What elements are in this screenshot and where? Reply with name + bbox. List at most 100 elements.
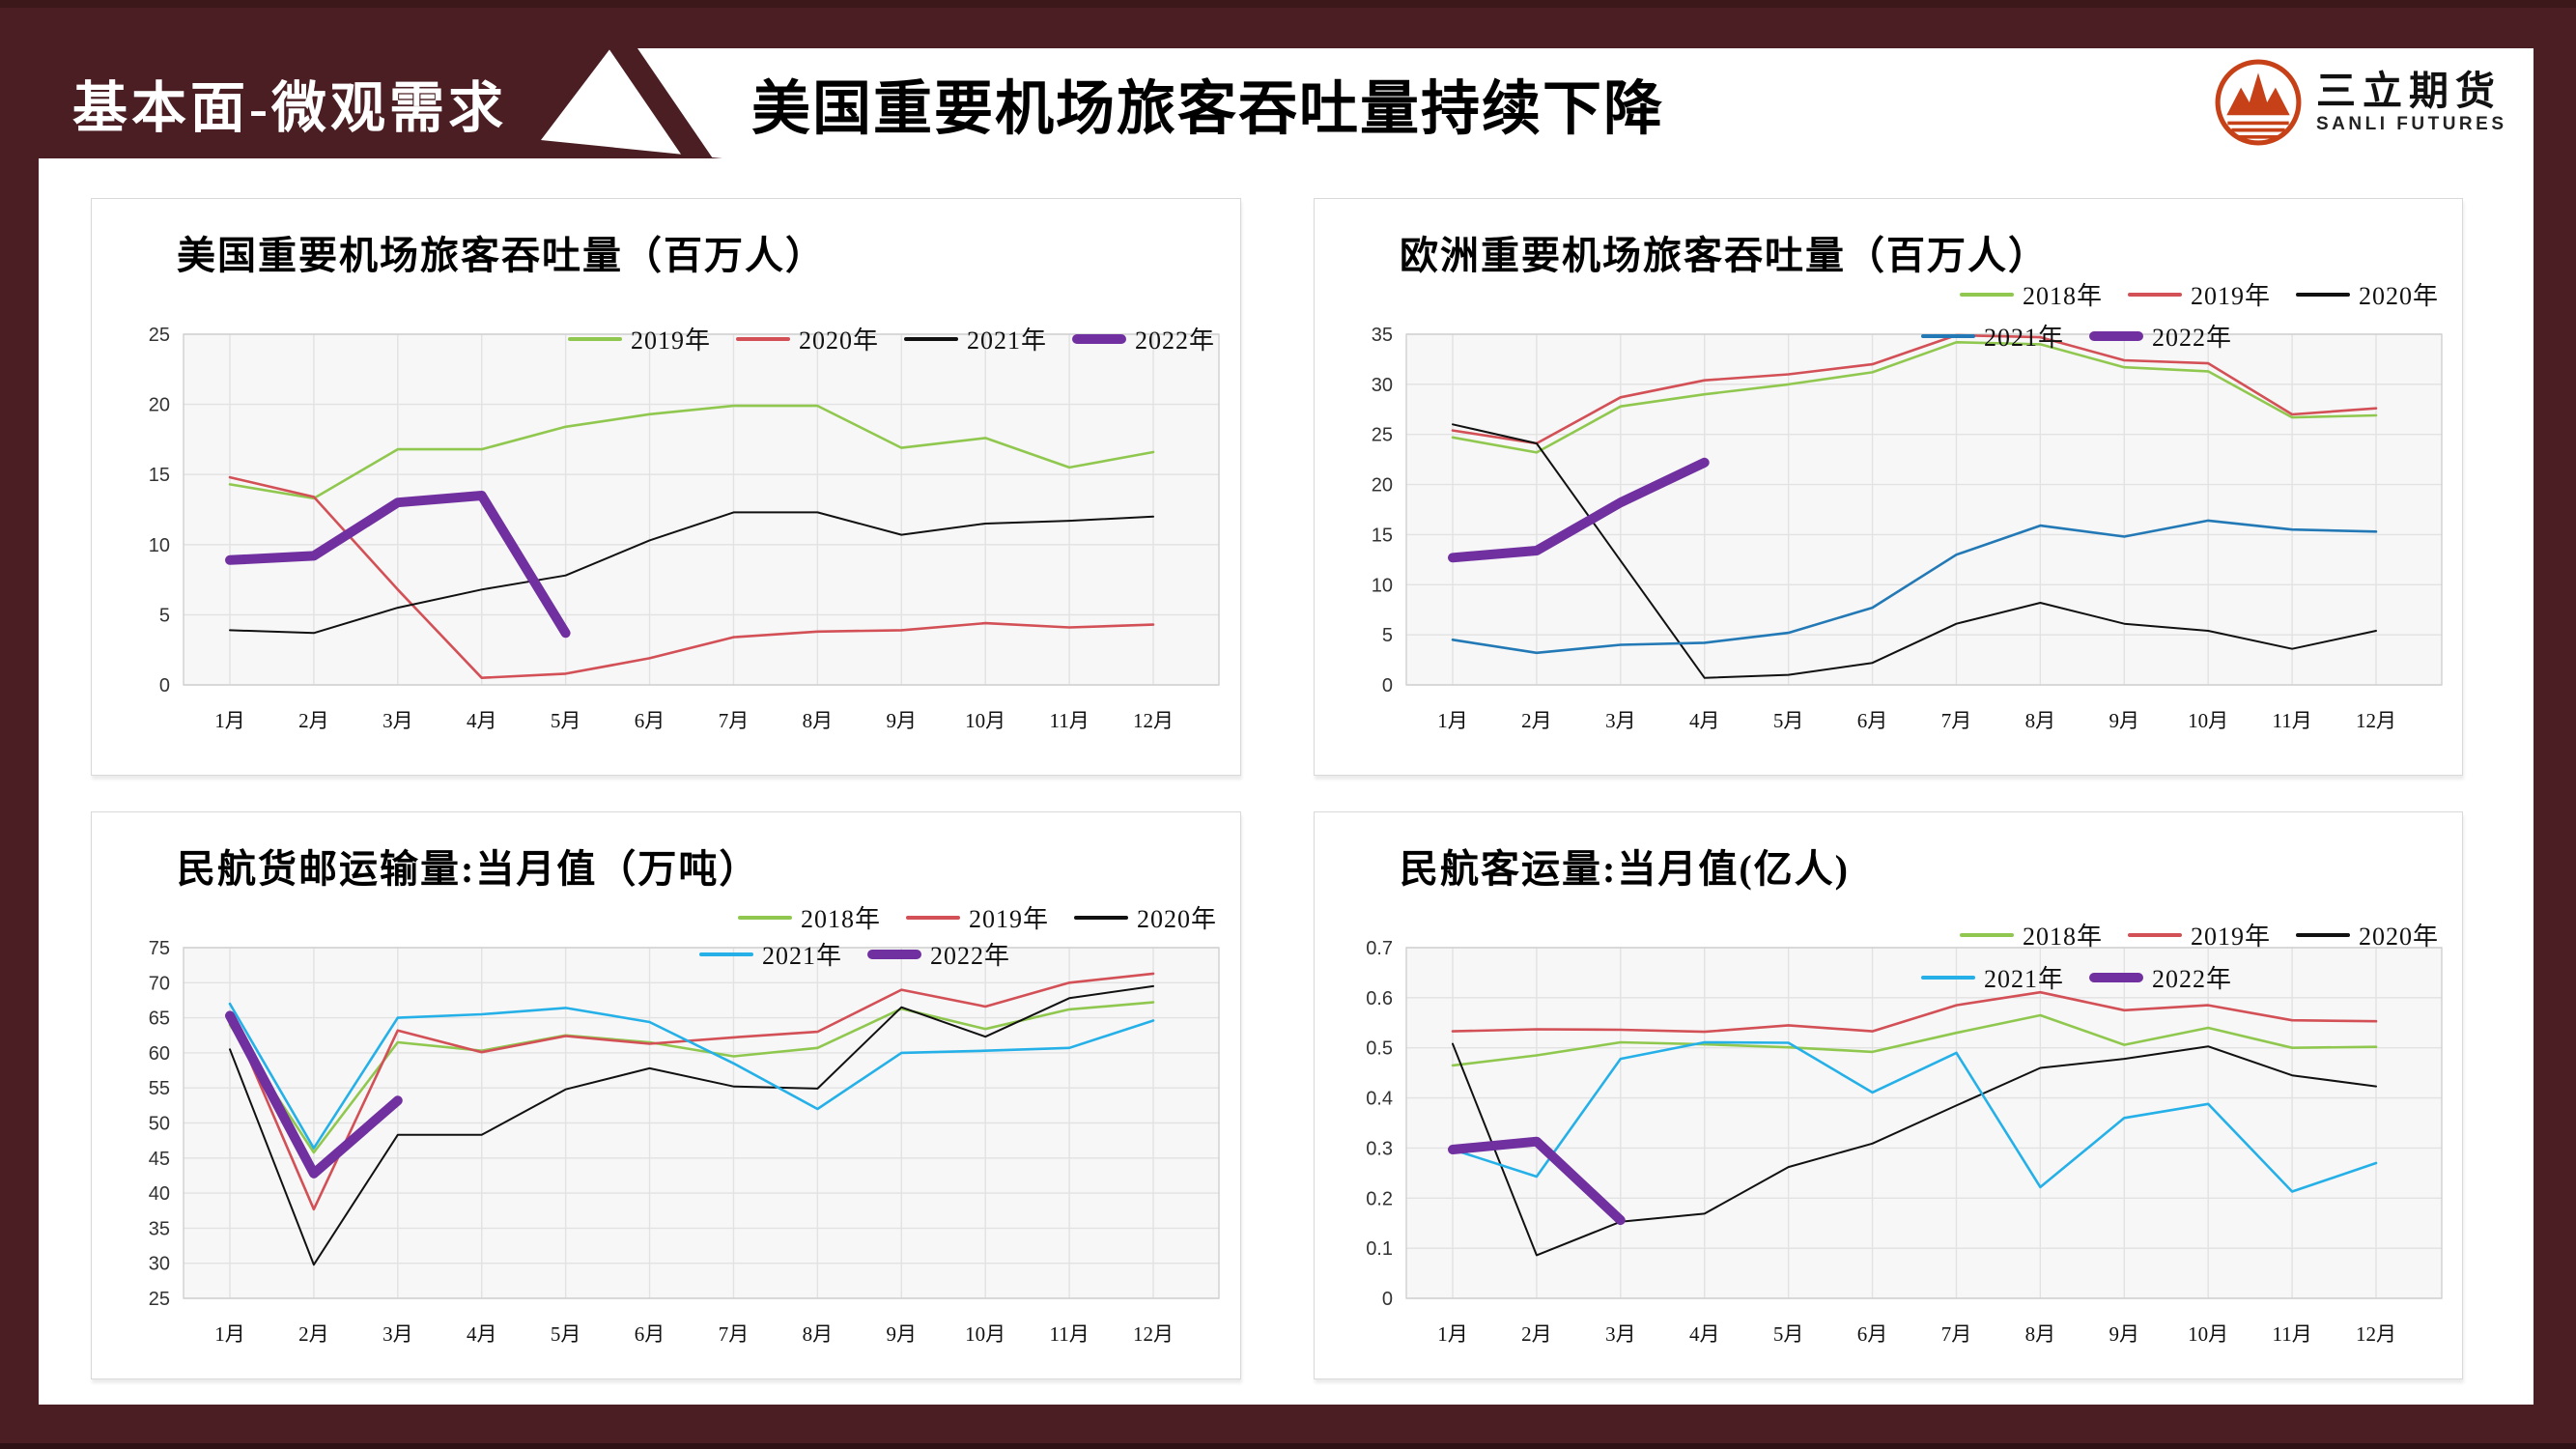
x-axis-tick-label: 8月 <box>803 1322 834 1346</box>
legend-row: 2021年 2022年 <box>1920 318 2232 354</box>
legend-item-2018年: 2018年 <box>737 899 881 935</box>
legend-swatch <box>2295 292 2350 297</box>
legend-swatch <box>2295 932 2350 937</box>
y-axis-tick-label: 0.2 <box>1366 1188 1393 1209</box>
x-axis-tick-label: 3月 <box>1605 1322 1636 1346</box>
legend-label: 2021年 <box>761 942 842 970</box>
x-axis-tick-label: 12月 <box>1133 1322 1174 1346</box>
frame-right-border <box>2534 0 2576 1449</box>
legend-item-2020年: 2020年 <box>2295 917 2439 952</box>
plot-area: 0 5 10 15 20 25 30 35 1月 2月 3月 4月 5月 6月 7月 8月 9月 10月 11月 12… <box>1372 325 2443 732</box>
legend-item-2020年: 2020年 <box>735 321 879 356</box>
chart-panel-cargo-mail-volume: 民航货邮运输量:当月值（万吨） 25 30 35 40 45 50 55 60 65 70 75 1月… <box>91 811 1241 1379</box>
series-line-2022年 <box>1448 457 1710 563</box>
x-axis-tick-label: 9月 <box>887 1322 918 1346</box>
series-line-2022年 <box>225 1010 403 1179</box>
chart-panel-us-airport-throughput: 美国重要机场旅客吞吐量（百万人） 0 5 10 15 20 25 1月 2月 3月 4月 5月 6月 7… <box>91 198 1241 776</box>
series-line-2022年 <box>225 491 571 639</box>
x-axis-tick-label: 7月 <box>1941 709 1972 732</box>
logo-text: 三立期货 SANLI FUTURES <box>2316 70 2507 134</box>
x-axis-tick-label: 3月 <box>1605 709 1636 732</box>
x-axis-tick-label: 7月 <box>1941 1322 1972 1346</box>
legend-label: 2018年 <box>800 905 881 933</box>
series-line-2019年 <box>228 972 1155 1211</box>
legend-swatch <box>1073 915 1128 920</box>
plot-area: 0 0.1 0.2 0.3 0.4 0.5 0.6 0.7 1月 2月 3月 4月 5月 6月 7月 8月 9月… <box>1366 938 2443 1346</box>
legend-label: 2021年 <box>966 327 1047 355</box>
y-axis-tick-label: 45 <box>149 1149 170 1170</box>
series-line-2020年 <box>1452 423 2377 679</box>
x-axis-tick-label: 8月 <box>2025 1322 2056 1346</box>
x-axis-tick-label: 7月 <box>719 1322 750 1346</box>
x-axis-tick-label: 10月 <box>2188 709 2228 732</box>
legend-item-2022年: 2022年 <box>866 936 1010 972</box>
x-axis-tick-label: 5月 <box>1773 709 1804 732</box>
x-axis-tick-label: 11月 <box>2272 709 2311 732</box>
x-axis-tick-label: 4月 <box>1689 1322 1720 1346</box>
legend-swatch <box>2088 972 2143 982</box>
y-axis-tick-label: 50 <box>149 1114 170 1135</box>
y-axis-tick-label: 0.4 <box>1366 1089 1393 1110</box>
legend-swatch <box>735 336 790 341</box>
x-axis-tick-label: 1月 <box>214 709 245 732</box>
frame-left-border <box>0 0 39 1449</box>
x-axis-tick-label: 4月 <box>467 709 497 732</box>
y-axis-tick-label: 65 <box>149 1009 170 1030</box>
header: 基本面-微观需求 美国重要机场旅客吞吐量持续下降 三立期货 SANLI FUTU… <box>0 0 2576 158</box>
y-axis-tick-label: 0.5 <box>1366 1038 1393 1060</box>
chart-title: 民航货邮运输量:当月值（万吨） <box>177 847 760 891</box>
legend-swatch <box>905 915 960 920</box>
legend-item-2019年: 2019年 <box>2127 276 2271 312</box>
logo-mark-icon <box>2215 59 2302 146</box>
logo: 三立期货 SANLI FUTURES <box>2214 58 2507 147</box>
y-axis-tick-label: 0 <box>1382 675 1393 696</box>
logo-name-en: SANLI FUTURES <box>2316 113 2507 134</box>
legend-label: 2020年 <box>2358 923 2439 951</box>
y-axis-tick-label: 35 <box>1372 325 1393 346</box>
legend-label: 2019年 <box>2190 923 2271 951</box>
series-line-2020年 <box>228 475 1155 679</box>
legend-item-2022年: 2022年 <box>2088 959 2232 995</box>
y-axis-tick-label: 55 <box>149 1078 170 1099</box>
legend-item-2019年: 2019年 <box>905 899 1049 935</box>
legend-label: 2021年 <box>1983 324 2064 352</box>
y-axis-tick-label: 0.6 <box>1366 988 1393 1009</box>
x-axis-tick-label: 2月 <box>1521 709 1552 732</box>
legend-label: 2020年 <box>1136 905 1217 933</box>
legend-label: 2022年 <box>2151 324 2232 352</box>
legend-swatch <box>1920 975 1975 980</box>
series-line-2019年 <box>1451 990 2378 1034</box>
legend-item-2019年: 2019年 <box>567 321 711 356</box>
legend-label: 2018年 <box>2022 282 2103 310</box>
x-axis-tick-label: 10月 <box>965 1322 1005 1346</box>
x-axis-tick-label: 12月 <box>1133 709 1174 732</box>
legend-swatch <box>2088 330 2143 341</box>
y-axis-tick-label: 75 <box>149 938 170 959</box>
x-axis-tick-label: 1月 <box>1437 709 1468 732</box>
legend-item-2020年: 2020年 <box>2295 276 2439 312</box>
series-line-2018年 <box>1451 1013 2378 1067</box>
x-axis-tick-label: 1月 <box>214 1322 245 1346</box>
legend-item-2018年: 2018年 <box>1959 917 2103 952</box>
x-axis-tick-label: 6月 <box>635 709 665 732</box>
series-line-2019年 <box>228 404 1155 500</box>
y-axis-tick-label: 30 <box>149 1254 170 1275</box>
x-axis-tick-label: 11月 <box>2272 1322 2311 1346</box>
series-line-2021年 <box>1451 519 2378 655</box>
bottom-bar <box>0 1405 2576 1449</box>
y-axis-tick-label: 10 <box>149 535 170 556</box>
legend-row: 2019年 2020年 2021年 2022年 <box>567 321 1215 356</box>
y-axis-tick-label: 40 <box>149 1183 170 1205</box>
legend-label: 2020年 <box>2358 282 2439 310</box>
x-axis-tick-label: 2月 <box>298 709 329 732</box>
chart-title: 欧洲重要机场旅客吞吐量（百万人） <box>1400 234 2049 277</box>
x-axis-tick-label: 1月 <box>1437 1322 1468 1346</box>
series-line-2022年 <box>1448 1136 1626 1226</box>
legend-swatch <box>1920 333 1975 338</box>
legend-label: 2019年 <box>630 327 711 355</box>
x-axis-tick-label: 3月 <box>382 1322 413 1346</box>
legend-row: 2018年 2019年 2020年 <box>1959 276 2439 312</box>
x-axis-tick-label: 2月 <box>1521 1322 1552 1346</box>
x-axis-tick-label: 2月 <box>298 1322 329 1346</box>
